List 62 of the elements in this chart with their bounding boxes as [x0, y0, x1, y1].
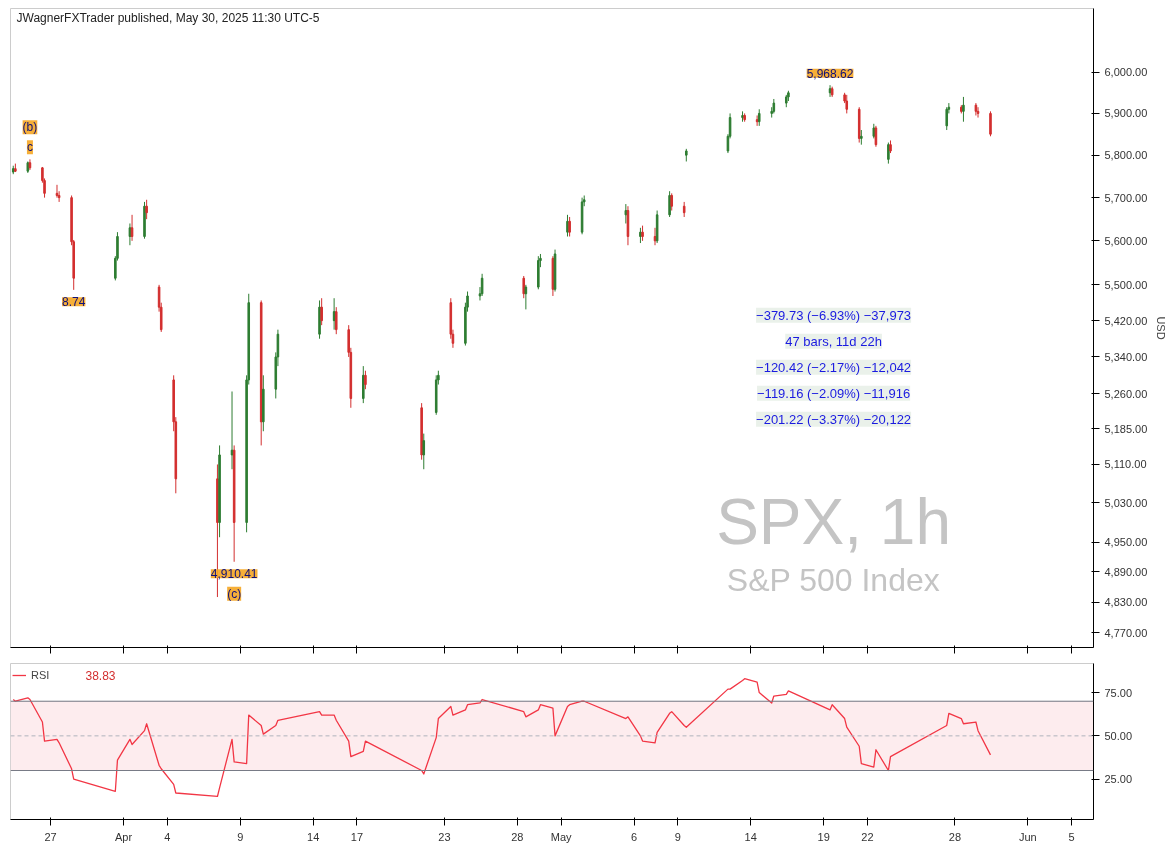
x-tick-label: 23 — [438, 830, 451, 843]
y-tick-label: 5,110.00 — [1104, 458, 1147, 471]
candlestick — [422, 433, 426, 470]
candlestick — [524, 284, 528, 310]
x-tick-label: 17 — [350, 830, 364, 843]
annotation: −379.73 (−6.93%) −37,973 — [756, 307, 912, 323]
y-tick-label: 6,000.00 — [1104, 66, 1148, 79]
x-tick-label: 27 — [44, 830, 57, 843]
y-tick-label: 5,900.00 — [1104, 107, 1148, 120]
y-tick-label: 5,030.00 — [1104, 497, 1148, 509]
annotation: c — [26, 140, 33, 155]
y-tick-label: 5,340.00 — [1104, 350, 1148, 363]
candlestick — [989, 110, 992, 137]
y-tick-label: 50.00 — [1104, 729, 1133, 742]
y-tick-label: 75.00 — [1104, 686, 1133, 699]
text: SPX, 1h — [716, 486, 951, 559]
y-tick-label: 5,800.00 — [1104, 149, 1148, 162]
y-tick-label: 4,770.00 — [1104, 626, 1148, 639]
y-tick-label: 5,420.00 — [1104, 314, 1148, 327]
y-tick-label: 5,260.00 — [1104, 387, 1148, 400]
candlestick — [887, 142, 890, 165]
annotation: 38.83 — [85, 668, 116, 683]
x-tick-label: 14 — [744, 830, 757, 843]
y-tick-label: 5,600.00 — [1104, 234, 1148, 247]
annotation: −120.42 (−2.17%) −12,042 — [756, 359, 912, 375]
candlestick — [480, 273, 484, 297]
x-tick-label: Apr — [114, 830, 133, 843]
x-tick-label: 14 — [307, 830, 320, 843]
line-series — [12, 678, 992, 798]
text: S&P 500 Index — [726, 562, 940, 599]
candlestick — [653, 227, 657, 246]
x-tick-label: 9 — [237, 830, 244, 843]
x-tick-label: May — [550, 830, 573, 843]
annotation: 8.74 — [62, 295, 86, 310]
y-tick-label: 25.00 — [1104, 773, 1133, 786]
x-tick-label: 28 — [511, 830, 524, 843]
y-tick-label: 5,500.00 — [1104, 278, 1148, 291]
x-tick-label: Jun — [1019, 830, 1037, 843]
annotation: −119.16 (−2.09%) −11,916 — [757, 385, 911, 401]
annotation: 4,910.41 — [210, 567, 258, 582]
candlestick — [364, 370, 367, 390]
annotation: (b) — [22, 120, 38, 135]
annotation: 5,968.62 — [806, 66, 854, 81]
x-tick-label: 5 — [1068, 830, 1075, 843]
annotation: 47 bars, 11d 22h — [785, 333, 882, 349]
x-tick-label: 19 — [817, 830, 830, 843]
x-tick-label: 4 — [164, 830, 171, 843]
annotation: −201.22 (−3.37%) −20,122 — [756, 411, 912, 427]
y-axis-title: USD — [1155, 316, 1168, 340]
annotation: JWagnerFXTrader published, May 30, 2025 11:30 UTC-5 — [16, 10, 320, 25]
x-tick-label: 28 — [948, 830, 962, 843]
annotation: (c) — [227, 586, 242, 601]
x-tick-label: 22 — [861, 830, 874, 843]
y-tick-label: 5,700.00 — [1104, 191, 1148, 204]
x-tick-label: 9 — [674, 830, 681, 843]
y-tick-label: 5,185.00 — [1104, 422, 1148, 435]
x-tick-label: 6 — [630, 830, 638, 843]
y-tick-label: 4,830.00 — [1104, 596, 1148, 609]
y-tick-label: 4,890.00 — [1104, 565, 1148, 578]
legend-label: RSI — [31, 669, 51, 681]
candlestick — [945, 106, 949, 131]
y-tick-label: 4,950.00 — [1104, 536, 1148, 549]
